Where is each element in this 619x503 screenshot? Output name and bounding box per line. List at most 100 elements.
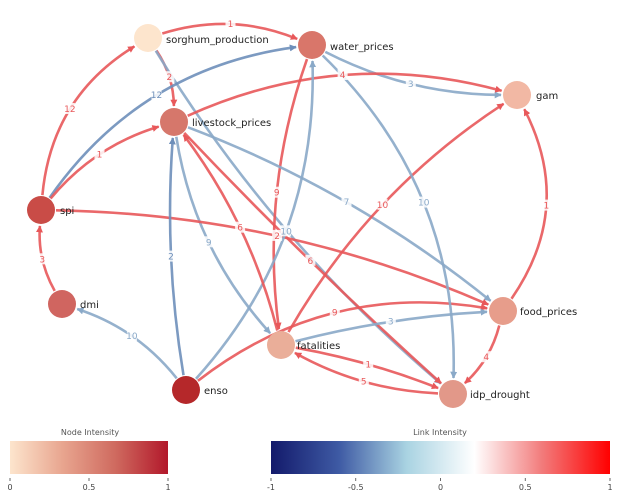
edge-label-bg xyxy=(203,236,214,248)
edge-label-spi-livestock_prices: 1 xyxy=(97,150,103,160)
edge-label-sorghum_production-livestock_prices: 2 xyxy=(167,73,173,83)
node-tick-label: 1 xyxy=(165,483,170,492)
node-label-livestock_prices: livestock_prices xyxy=(192,118,271,129)
node-label-food_prices: food_prices xyxy=(520,307,577,318)
edge-label-fatalities-livestock_prices: 6 xyxy=(237,224,243,234)
edge-label-bg xyxy=(481,351,492,363)
edge-label-bg xyxy=(94,148,105,160)
node-label-water_prices: water_prices xyxy=(330,42,394,53)
edge-label-livestock_prices-gam: 4 xyxy=(340,71,346,81)
edge-label-enso-dmi: 10 xyxy=(126,332,138,342)
link-legend-title: Link Intensity xyxy=(413,428,467,437)
edge-label-livestock_prices-food_prices: 7 xyxy=(344,198,350,208)
edge-spi-livestock_prices xyxy=(49,125,160,200)
node-circle-livestock_prices xyxy=(160,108,188,136)
edge-label-bg xyxy=(377,198,388,210)
node-circle-enso xyxy=(172,376,200,404)
edge-label-bg xyxy=(341,196,352,208)
edge-label-bg xyxy=(164,71,175,83)
edge-label-fatalities-food_prices: 3 xyxy=(388,318,394,328)
node-water_prices[interactable]: water_prices xyxy=(298,31,394,59)
edges-layer xyxy=(35,22,548,395)
node-fatalities[interactable]: fatalities xyxy=(267,331,340,359)
node-intensity-legend: Node Intensity 0 0.5 1 xyxy=(7,428,170,492)
edge-label-bg xyxy=(418,196,429,208)
node-circle-dmi xyxy=(48,290,76,318)
node-legend-title: Node Intensity xyxy=(61,428,120,437)
edge-livestock_prices-fatalities xyxy=(175,136,272,335)
node-circle-food_prices xyxy=(489,297,517,325)
link-tick-label: 1 xyxy=(607,483,612,492)
node-label-sorghum_production: sorghum_production xyxy=(166,35,269,46)
edge-label-livestock_prices-fatalities: 9 xyxy=(206,238,212,248)
node-tick-label: 0 xyxy=(7,483,12,492)
edge-label-food_prices-gam: 1 xyxy=(544,202,550,212)
node-food_prices[interactable]: food_prices xyxy=(489,297,577,325)
node-circle-spi xyxy=(27,196,55,224)
edge-label-bg xyxy=(541,199,552,211)
edge-label-bg xyxy=(64,103,75,114)
node-circle-gam xyxy=(503,81,531,109)
node-gam[interactable]: gam xyxy=(503,81,558,109)
edge-label-bg xyxy=(151,89,162,101)
link-intensity-colorbar xyxy=(271,441,610,474)
node-circle-water_prices xyxy=(298,31,326,59)
edge-label-bg xyxy=(358,375,369,387)
edge-label-fatalities-gam: 10 xyxy=(377,201,389,211)
node-circle-sorghum_production xyxy=(134,24,162,52)
link-tick-label: 0.5 xyxy=(519,483,532,492)
node-spi[interactable]: spi xyxy=(27,196,74,224)
link-tick-label: -0.5 xyxy=(348,483,364,492)
node-dmi[interactable]: dmi xyxy=(48,290,99,318)
edge-label-bg xyxy=(235,221,246,233)
node-idp_drought[interactable]: idp_drought xyxy=(439,380,530,408)
node-livestock_prices[interactable]: livestock_prices xyxy=(160,108,271,136)
edge-label-livestock_prices-idp_drought: 6 xyxy=(308,257,314,267)
node-intensity-colorbar xyxy=(10,441,168,474)
link-tick-label: -1 xyxy=(267,483,275,492)
edge-label-bg xyxy=(363,358,374,370)
node-enso[interactable]: enso xyxy=(172,376,228,404)
edge-label-bg xyxy=(126,330,137,341)
edge-label-bg xyxy=(385,315,396,327)
edge-label-water_prices-fatalities: 9 xyxy=(274,189,280,199)
edge-label-water_prices-idp_drought: 10 xyxy=(418,199,430,209)
edge-label-bg xyxy=(329,306,340,318)
node-tick-label: 0.5 xyxy=(83,483,96,492)
edge-enso-dmi xyxy=(76,307,178,380)
edge-enso-water_prices xyxy=(195,60,317,380)
edge-label-bg xyxy=(225,18,236,30)
edge-label-dmi-spi: 3 xyxy=(39,255,45,265)
edge-label-bg xyxy=(272,229,283,241)
edge-label-spi-sorghum_production: 12 xyxy=(64,105,75,115)
edge-label-enso-water_prices: 10 xyxy=(280,227,292,237)
edge-label-bg xyxy=(271,186,282,198)
link-intensity-legend: Link Intensity -1 -0.5 0 0.5 1 xyxy=(267,428,613,492)
edge-label-bg xyxy=(405,78,416,89)
edge-label-bg xyxy=(281,225,292,237)
edge-label-bg xyxy=(37,253,48,265)
edge-label-enso-food_prices: 9 xyxy=(332,309,338,319)
edge-label-fatalities-idp_drought: 1 xyxy=(365,360,371,370)
node-circle-idp_drought xyxy=(439,380,467,408)
edge-label-bg xyxy=(305,254,316,266)
node-label-idp_drought: idp_drought xyxy=(470,390,530,401)
node-sorghum_production[interactable]: sorghum_production xyxy=(134,24,269,52)
node-label-gam: gam xyxy=(536,91,558,102)
node-label-enso: enso xyxy=(204,386,228,397)
edge-label-bg xyxy=(337,69,348,80)
edge-label-enso-livestock_prices: 2 xyxy=(168,253,174,263)
edge-label-sorghum_production-water_prices: 1 xyxy=(228,20,234,30)
edge-label-spi-water_prices: 12 xyxy=(151,91,162,101)
edge-label-idp_drought-fatalities: 5 xyxy=(361,378,367,388)
node-circle-fatalities xyxy=(267,331,295,359)
node-label-fatalities: fatalities xyxy=(297,341,340,352)
node-label-spi: spi xyxy=(60,206,74,217)
link-tick-label: 0 xyxy=(438,483,443,492)
node-label-dmi: dmi xyxy=(80,300,99,311)
edge-label-spi-food_prices: 2 xyxy=(274,232,280,242)
